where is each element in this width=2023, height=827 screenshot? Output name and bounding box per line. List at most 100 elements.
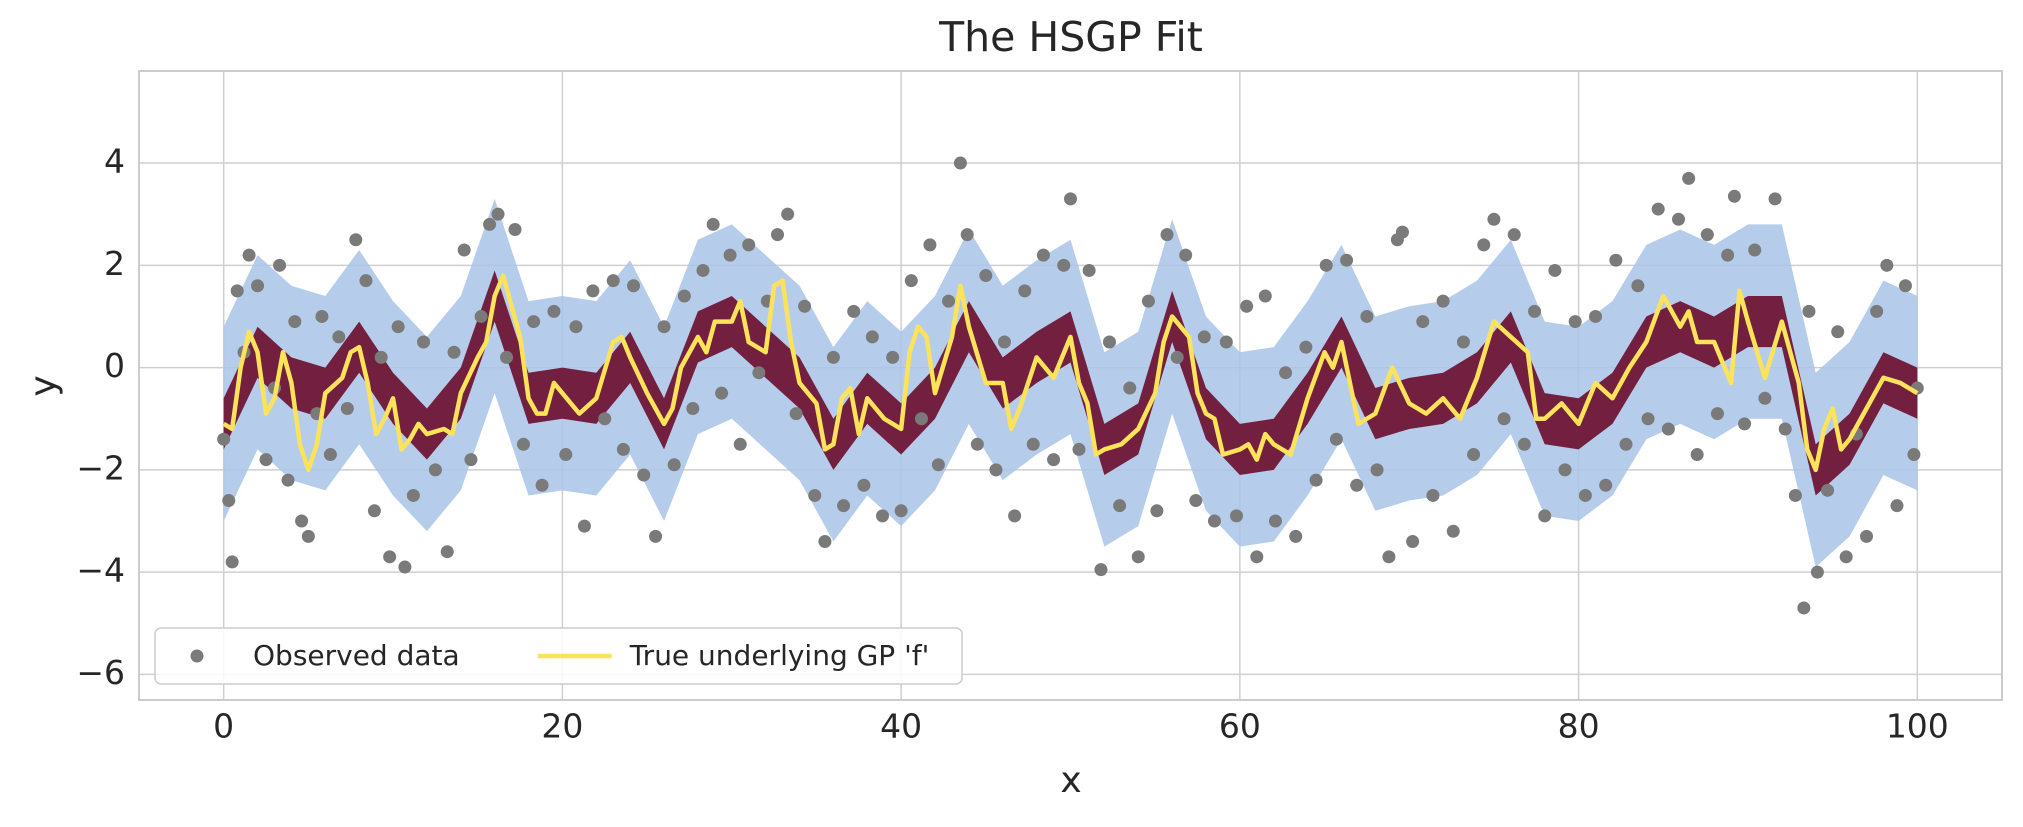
data-point xyxy=(931,458,945,472)
data-point xyxy=(876,509,890,523)
data-point xyxy=(1131,550,1145,564)
data-point xyxy=(960,228,974,242)
data-point xyxy=(1810,565,1824,579)
data-point xyxy=(1395,225,1409,239)
data-point xyxy=(295,514,309,528)
data-point xyxy=(1528,304,1542,318)
data-point xyxy=(865,330,879,344)
y-tick-label: 4 xyxy=(104,142,125,181)
data-point xyxy=(1778,422,1792,436)
data-point xyxy=(586,284,600,298)
data-point xyxy=(781,207,795,221)
data-point xyxy=(706,217,720,231)
data-point xyxy=(288,315,302,329)
data-point xyxy=(1758,391,1772,405)
data-point xyxy=(808,488,822,502)
data-point xyxy=(569,320,583,334)
data-point xyxy=(1299,340,1313,354)
data-point xyxy=(491,207,505,221)
legend-marker xyxy=(190,649,204,663)
x-axis-label: x xyxy=(1060,760,1081,801)
data-point xyxy=(1072,442,1086,456)
data-point xyxy=(1831,325,1845,339)
data-point xyxy=(383,550,397,564)
data-point xyxy=(649,529,663,543)
data-point xyxy=(1880,258,1894,272)
data-point xyxy=(1250,550,1264,564)
data-point xyxy=(315,309,329,323)
data-point xyxy=(894,504,908,518)
data-point xyxy=(1018,284,1032,298)
data-point xyxy=(989,463,1003,477)
data-point xyxy=(1727,189,1741,203)
data-point xyxy=(1141,294,1155,308)
data-point xyxy=(1406,534,1420,548)
data-point xyxy=(1548,263,1562,277)
data-point xyxy=(323,448,337,462)
data-point xyxy=(225,555,239,569)
data-point xyxy=(1631,279,1645,293)
data-point xyxy=(942,294,956,308)
data-point xyxy=(970,437,984,451)
y-tick-label: 0 xyxy=(104,346,125,385)
data-point xyxy=(1189,494,1203,508)
data-point xyxy=(559,448,573,462)
data-point xyxy=(1898,279,1912,293)
data-point xyxy=(1672,212,1686,226)
data-point xyxy=(464,453,478,467)
data-point xyxy=(1507,228,1521,242)
data-point xyxy=(677,289,691,303)
data-point xyxy=(686,402,700,416)
data-point xyxy=(1839,550,1853,564)
data-point xyxy=(923,238,937,252)
data-point xyxy=(457,243,471,257)
data-point xyxy=(527,315,541,329)
data-point xyxy=(616,442,630,456)
data-point xyxy=(997,335,1011,349)
data-point xyxy=(715,386,729,400)
data-point xyxy=(281,473,295,487)
data-point xyxy=(1309,473,1323,487)
data-point xyxy=(1329,432,1343,446)
data-point xyxy=(1150,504,1164,518)
data-point xyxy=(742,238,756,252)
data-point xyxy=(1788,488,1802,502)
data-point xyxy=(914,412,928,426)
data-point xyxy=(251,279,265,293)
x-tick-label: 60 xyxy=(1219,707,1261,746)
legend: Observed data True underlying GP 'f' xyxy=(154,627,963,685)
data-point xyxy=(447,345,461,359)
data-point xyxy=(1768,192,1782,206)
data-point xyxy=(217,432,231,446)
data-point xyxy=(417,335,431,349)
data-point xyxy=(637,468,651,482)
data-point xyxy=(857,478,871,492)
data-point xyxy=(1360,309,1374,323)
data-point xyxy=(1036,248,1050,262)
data-point xyxy=(259,453,273,467)
data-point xyxy=(301,529,315,543)
data-point xyxy=(1467,448,1481,462)
data-point xyxy=(1026,437,1040,451)
data-point xyxy=(1907,448,1921,462)
data-point xyxy=(1436,294,1450,308)
data-point xyxy=(230,284,244,298)
data-point xyxy=(1609,253,1623,267)
x-tick-label: 80 xyxy=(1558,707,1600,746)
data-point xyxy=(406,488,420,502)
data-point xyxy=(1619,437,1633,451)
data-point xyxy=(598,412,612,426)
data-point xyxy=(1860,529,1874,543)
data-point xyxy=(535,478,549,492)
data-point xyxy=(886,350,900,364)
data-point xyxy=(508,223,522,237)
data-point xyxy=(1641,412,1655,426)
x-tick-label: 0 xyxy=(213,707,234,746)
data-point xyxy=(1721,248,1735,262)
data-point xyxy=(606,274,620,288)
data-point xyxy=(1682,171,1696,185)
data-point xyxy=(627,279,641,293)
data-point xyxy=(1160,228,1174,242)
data-point xyxy=(1661,422,1675,436)
data-point xyxy=(953,156,967,170)
